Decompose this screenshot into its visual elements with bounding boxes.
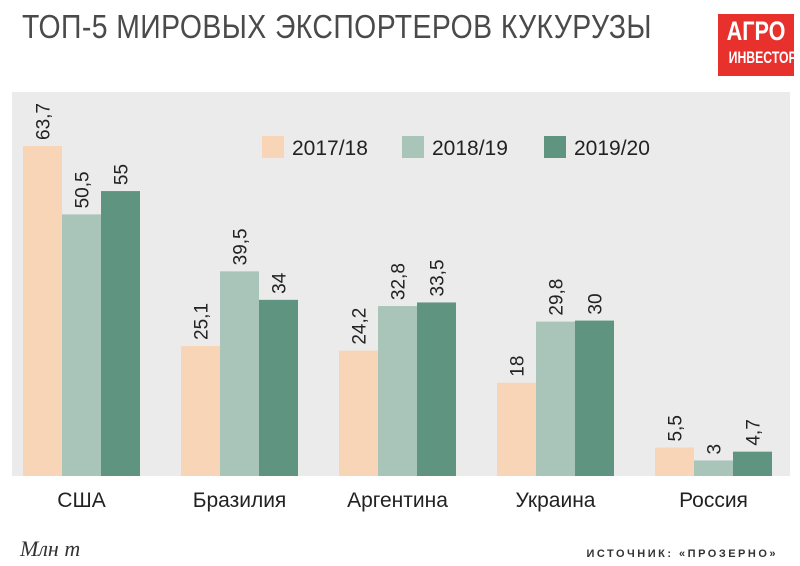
legend-swatch [402,136,424,158]
bar [694,460,733,476]
data-label: 55 [112,164,133,185]
data-label: 24,2 [350,308,371,345]
bar [417,302,456,476]
bar [497,382,536,476]
logo-line-1: АГРО [726,16,786,46]
unit-label: Млн т [20,536,81,561]
data-label: 5,5 [666,415,687,441]
category-label: Бразилия [193,489,287,512]
bar [378,306,417,476]
data-label: 25,1 [192,303,213,340]
data-label: 4,7 [744,419,765,445]
data-label: 29,8 [547,279,568,316]
data-label: 34 [270,272,291,294]
bar [62,214,101,476]
category-label: США [57,489,105,512]
category-label: Россия [679,489,748,512]
source-label: ИСТОЧНИК: «ПРОЗЕРНО» [586,548,778,560]
bar [339,350,378,476]
data-label: 3 [705,444,726,455]
bar [220,271,259,476]
bar [23,146,62,476]
category-label: Аргентина [347,489,448,512]
bar [655,447,694,476]
legend-swatch [262,136,284,158]
data-label: 30 [586,293,607,314]
legend-label: 2017/18 [292,137,368,160]
data-label: 50,5 [73,171,94,208]
data-label: 18 [508,356,529,377]
bar [181,345,220,476]
legend-swatch [544,136,566,158]
bar [536,321,575,476]
agroinvestor-logo: АГРО ИНВЕСТОР [718,14,797,76]
data-label: 63,7 [34,103,55,140]
bar-chart: 63,7 25,1 24,2 18 5,5 50,5 39,5 32,8 29,8 3 55 34 33… [12,92,790,512]
category-label: Украина [516,489,596,512]
logo-line-2: ИНВЕСТОР [728,48,797,67]
bar [259,299,298,476]
bar [733,451,772,476]
data-label: 39,5 [231,228,252,265]
legend-label: 2019/20 [574,137,650,160]
data-label: 33,5 [428,259,449,296]
bar [575,320,614,476]
bar [101,191,140,476]
data-label: 32,8 [389,263,410,300]
chart-title: ТОП-5 МИРОВЫХ ЭКСПОРТЕРОВ КУКУРУЗЫ [22,8,652,45]
legend-label: 2018/19 [432,137,508,160]
